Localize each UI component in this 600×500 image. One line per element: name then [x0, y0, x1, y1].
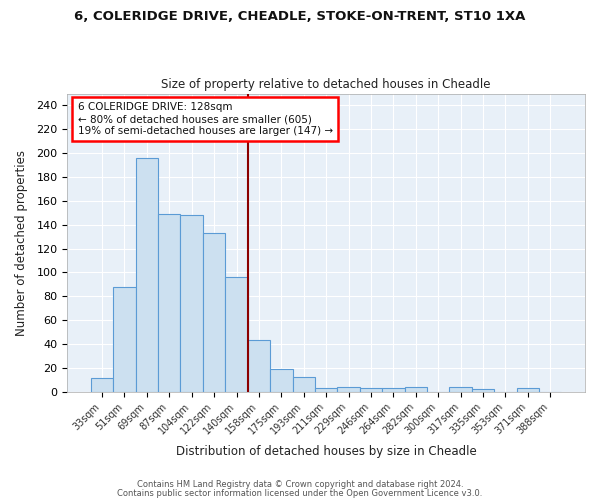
Text: Contains HM Land Registry data © Crown copyright and database right 2024.: Contains HM Land Registry data © Crown c…	[137, 480, 463, 489]
Text: 6 COLERIDGE DRIVE: 128sqm
← 80% of detached houses are smaller (605)
19% of semi: 6 COLERIDGE DRIVE: 128sqm ← 80% of detac…	[77, 102, 333, 136]
Bar	[113, 286, 136, 392]
Bar	[404, 387, 427, 392]
Bar	[181, 215, 203, 392]
Bar	[517, 388, 539, 392]
Bar	[158, 214, 181, 392]
X-axis label: Distribution of detached houses by size in Cheadle: Distribution of detached houses by size …	[176, 444, 476, 458]
Bar	[293, 377, 315, 392]
Title: Size of property relative to detached houses in Cheadle: Size of property relative to detached ho…	[161, 78, 491, 91]
Bar	[270, 369, 293, 392]
Bar	[382, 388, 404, 392]
Bar	[315, 388, 337, 392]
Bar	[203, 233, 226, 392]
Bar	[226, 277, 248, 392]
Bar	[360, 388, 382, 392]
Bar	[248, 340, 270, 392]
Bar	[472, 389, 494, 392]
Bar	[337, 387, 360, 392]
Bar	[91, 378, 113, 392]
Bar	[449, 387, 472, 392]
Text: Contains public sector information licensed under the Open Government Licence v3: Contains public sector information licen…	[118, 488, 482, 498]
Text: 6, COLERIDGE DRIVE, CHEADLE, STOKE-ON-TRENT, ST10 1XA: 6, COLERIDGE DRIVE, CHEADLE, STOKE-ON-TR…	[74, 10, 526, 23]
Bar	[136, 158, 158, 392]
Y-axis label: Number of detached properties: Number of detached properties	[15, 150, 28, 336]
